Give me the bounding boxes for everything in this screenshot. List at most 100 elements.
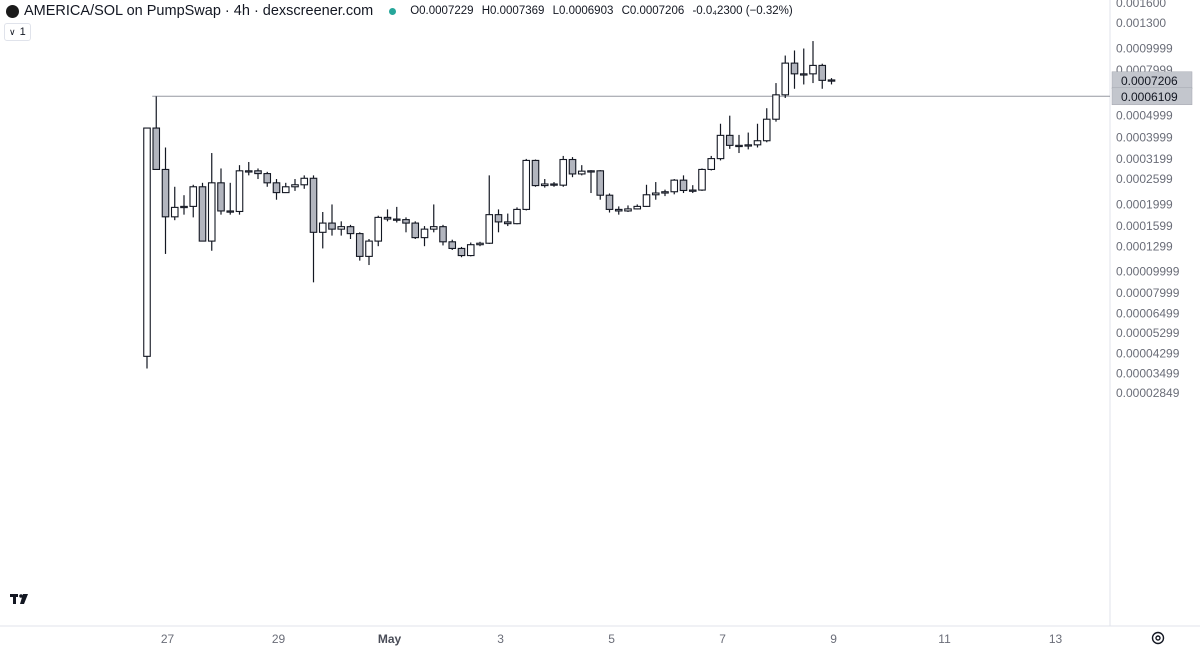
candle-body-down (392, 218, 401, 221)
candle (457, 246, 466, 258)
price-tick-label: 0.0009999 (1116, 42, 1173, 56)
price-tick-label: 0.0003999 (1116, 130, 1173, 144)
candle (411, 221, 420, 239)
candle-body-down (457, 247, 466, 257)
candle (143, 127, 151, 369)
candle-body-down (254, 170, 262, 175)
candle (670, 179, 679, 195)
candle-body-up (207, 182, 216, 242)
chevron-down-icon: ∨ (9, 26, 16, 37)
candle (679, 175, 688, 194)
candle (513, 207, 521, 225)
candle (540, 179, 549, 188)
price-tick-label: 0.0001299 (1116, 239, 1173, 253)
candle (402, 217, 410, 233)
candle-body-down (439, 226, 447, 243)
candle (531, 159, 540, 187)
candle-body-up (189, 186, 198, 207)
candle (799, 48, 808, 85)
candle-body-up (707, 158, 716, 171)
price-tag-label: 0.0006109 (1121, 90, 1178, 104)
candle-body-up (374, 216, 383, 242)
candle-body-up (670, 179, 679, 193)
candle-body-down (161, 168, 170, 218)
time-axis[interactable]: 27 29 May 3 5 7 9 11 13 (161, 632, 1063, 646)
indicator-count: 1 (19, 26, 26, 38)
candle-body-up (485, 214, 494, 244)
candle (346, 224, 355, 239)
candle-body-down (328, 222, 336, 230)
candle-body-down (448, 241, 457, 249)
candle (337, 221, 346, 236)
price-axis[interactable]: 0.0016000.0013000.00099990.00079990.0006… (1116, 0, 1180, 400)
price-tick-label: 0.00006499 (1116, 306, 1180, 320)
candle-body-up (772, 94, 780, 120)
candle (651, 182, 660, 200)
candle (217, 168, 225, 215)
candle-body-down (411, 222, 420, 239)
candle (596, 170, 605, 200)
candle-body-up (698, 168, 706, 191)
candle (614, 206, 623, 215)
candle-body-up (420, 228, 429, 239)
candle-body-up (799, 73, 808, 76)
collapse-indicators-button[interactable]: ∨ 1 (4, 23, 31, 41)
time-tick-label: 13 (1049, 632, 1063, 646)
time-tick-label: 3 (497, 632, 504, 646)
candle (503, 213, 512, 227)
tradingview-logo-icon[interactable] (8, 590, 34, 608)
ohlc-values: O0.0007229 H0.0007369 L0.0006903 C0.0007… (410, 5, 798, 17)
ohlc-low: L0.0006903 (552, 5, 614, 17)
candle-body-up (651, 192, 660, 196)
candle-body-up (522, 159, 531, 210)
candle-body-up (744, 144, 753, 147)
candle (383, 209, 392, 222)
candle-body-down (494, 214, 503, 223)
candle (439, 224, 447, 246)
candle-body-up (587, 170, 595, 173)
chart-title[interactable]: AMERICA/SOL on PumpSwap · 4h · dexscreen… (24, 3, 374, 19)
candle (365, 238, 373, 266)
candle-body-up (318, 222, 327, 233)
candle-body-down (827, 79, 836, 82)
candle (587, 170, 595, 194)
candle-body-up (809, 64, 817, 75)
candle (355, 232, 364, 261)
candle-body-up (337, 226, 346, 230)
candle-body-up (180, 205, 188, 209)
candle-body-up (642, 194, 651, 207)
candle (577, 165, 586, 176)
candle (420, 226, 429, 247)
candle (559, 155, 568, 187)
candle-body-down (346, 226, 355, 235)
candle (170, 186, 179, 221)
candle (762, 108, 771, 143)
candle-body-down (679, 179, 688, 192)
candle-body-up (170, 206, 179, 218)
candle-body-down (272, 182, 281, 194)
candle-body-down (402, 219, 410, 224)
candle (605, 193, 614, 213)
candle (207, 153, 216, 251)
candle-body-up (688, 189, 697, 192)
candle-body-up (235, 170, 244, 213)
candle (374, 215, 383, 247)
price-tag: 0.0007206 (1111, 71, 1193, 90)
candle (753, 123, 762, 148)
candle (466, 242, 475, 257)
price-tick-label: 0.0002599 (1116, 172, 1173, 186)
candle (309, 175, 318, 283)
candle-body-up (244, 170, 253, 173)
candle-body-up (513, 208, 521, 225)
candle-body-up (429, 226, 438, 230)
candle (318, 211, 327, 249)
chart-settings-gear-icon[interactable] (1150, 630, 1166, 646)
candle-body-down (217, 182, 225, 212)
symbol-logo-icon (6, 4, 19, 18)
price-tick-label: 0.00009999 (1116, 265, 1180, 279)
candle (235, 165, 244, 215)
ohlc-close: C0.0007206 (621, 5, 685, 17)
candle (476, 241, 484, 247)
candle (263, 171, 272, 187)
